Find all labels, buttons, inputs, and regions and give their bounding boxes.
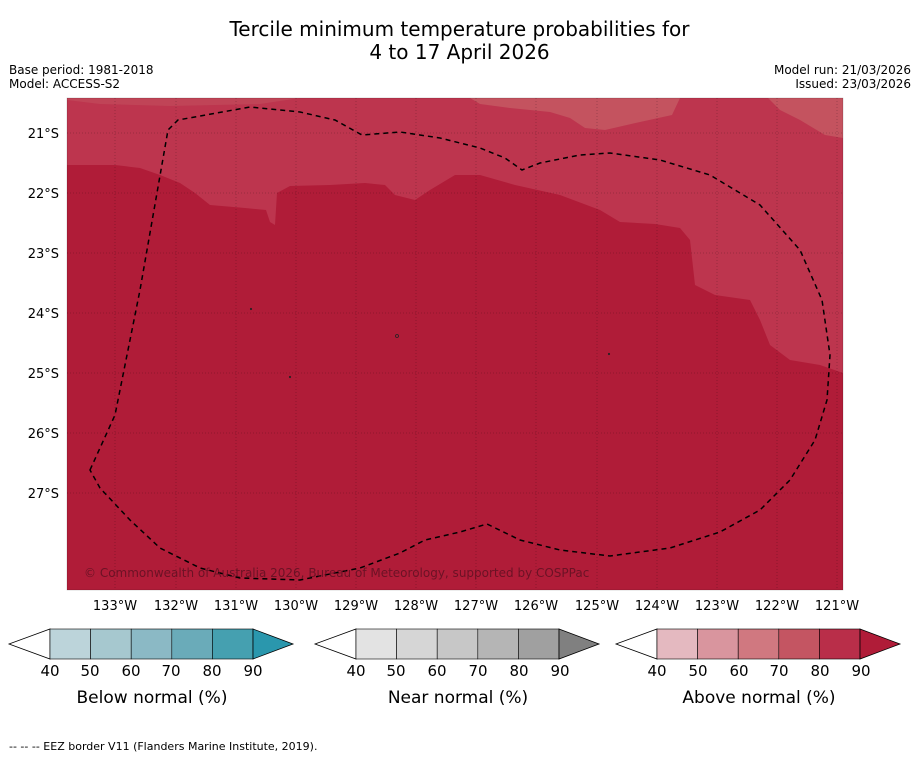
lat-label: 26°S <box>28 427 59 442</box>
title-line-2: 4 to 17 April 2026 <box>369 40 550 64</box>
colorbar-segment <box>130 628 173 660</box>
model-name: Model: ACCESS-S2 <box>9 77 121 91</box>
colorbar-under-arrow <box>313 628 357 660</box>
cb0-tick: 40 <box>40 662 59 680</box>
lon-label: 125°W <box>575 599 619 614</box>
title-line-1: Tercile minimum temperature probabilitie… <box>229 17 690 41</box>
cb0-tick: 80 <box>202 662 221 680</box>
lon-label: 128°W <box>394 599 438 614</box>
lon-label: 127°W <box>454 599 498 614</box>
cb2-tick: 80 <box>810 662 829 680</box>
colorbar-under-arrow <box>7 628 51 660</box>
map-region-above-70 <box>470 98 680 130</box>
colorbar-segment <box>656 628 698 660</box>
lon-label: 132°W <box>154 599 198 614</box>
colorbar-segment <box>778 628 820 660</box>
colorbar-segment <box>477 628 519 660</box>
metadata-right: Model run: 21/03/2026 Issued: 23/03/2026 <box>774 63 911 91</box>
metadata-left: Base period: 1981-2018 Model: ACCESS-S2 <box>9 63 154 91</box>
colorbar-under-arrow <box>614 628 658 660</box>
colorbar-segment <box>171 628 213 660</box>
cb0-tick: 90 <box>243 662 262 680</box>
cb2-tick: 70 <box>769 662 788 680</box>
colorbar-title-near: Near normal (%) <box>388 688 528 708</box>
lon-label: 133°W <box>93 599 137 614</box>
lon-label: 122°W <box>755 599 799 614</box>
colorbar-over-arrow <box>252 628 295 660</box>
lat-label: 24°S <box>28 307 59 322</box>
lon-label: 131°W <box>214 599 258 614</box>
cb0-tick: 60 <box>121 662 140 680</box>
colorbar-segment <box>737 628 780 660</box>
colorbar-segment <box>396 628 438 660</box>
colorbar-segment <box>90 628 132 660</box>
colorbar-segment <box>436 628 479 660</box>
graticule <box>67 98 843 590</box>
lat-label: 27°S <box>28 487 59 502</box>
footer-note: -- -- -- EEZ border V11 (Flanders Marine… <box>9 740 318 753</box>
cb2-tick: 50 <box>688 662 707 680</box>
cb1-tick: 70 <box>468 662 487 680</box>
colorbar-below-normal <box>7 628 295 660</box>
model-run: Model run: 21/03/2026 <box>773 63 911 77</box>
cb2-tick: 90 <box>851 662 870 680</box>
lon-label: 130°W <box>274 599 318 614</box>
cb1-tick: 60 <box>427 662 446 680</box>
chart-title: Tercile minimum temperature probabilitie… <box>0 18 919 64</box>
colorbar-near-normal <box>313 628 601 660</box>
colorbar-over-arrow <box>558 628 601 660</box>
lon-label: 124°W <box>635 599 679 614</box>
map-region-above-80 <box>67 98 843 373</box>
cb1-tick: 40 <box>346 662 365 680</box>
cb0-tick: 70 <box>161 662 180 680</box>
lon-label: 121°W <box>815 599 859 614</box>
colorbar-above-normal <box>614 628 902 660</box>
map-region-above-70-west <box>67 98 300 106</box>
colorbar-title-above: Above normal (%) <box>682 688 835 708</box>
colorbar-title-below: Below normal (%) <box>77 688 228 708</box>
cb2-tick: 40 <box>647 662 666 680</box>
lat-axis-labels: 21°S 22°S 23°S 24°S 25°S 26°S 27°S <box>28 127 59 502</box>
cb1-tick: 50 <box>386 662 405 680</box>
cb0-tick: 50 <box>80 662 99 680</box>
cb1-tick: 80 <box>509 662 528 680</box>
colorbar-over-arrow <box>859 628 902 660</box>
lon-label: 129°W <box>334 599 378 614</box>
base-period: Base period: 1981-2018 <box>9 63 154 77</box>
colorbar-segment <box>518 628 560 660</box>
colorbar-segment <box>355 628 397 660</box>
lon-axis-labels: 133°W 132°W 131°W 130°W 129°W 128°W 127°… <box>93 599 859 614</box>
lat-label: 22°S <box>28 187 59 202</box>
colorbar-segment <box>697 628 739 660</box>
map-region-above-70-east <box>768 98 843 138</box>
lat-label: 23°S <box>28 247 59 262</box>
islands <box>249 307 611 379</box>
colorbar-segment <box>212 628 254 660</box>
colorbar-labels: 40 50 60 70 80 90 40 50 60 70 80 90 40 5… <box>40 662 870 708</box>
lat-label: 21°S <box>28 127 59 142</box>
cb1-tick: 90 <box>550 662 569 680</box>
map-frame <box>66 97 844 591</box>
cb2-tick: 60 <box>729 662 748 680</box>
copyright-text: © Commonwealth of Australia 2026, Bureau… <box>84 566 589 580</box>
lat-label: 25°S <box>28 367 59 382</box>
lon-label: 123°W <box>695 599 739 614</box>
colorbar-segment <box>49 628 91 660</box>
colorbar-segment <box>819 628 861 660</box>
lon-label: 126°W <box>514 599 558 614</box>
issued-date: Issued: 23/03/2026 <box>795 77 911 91</box>
